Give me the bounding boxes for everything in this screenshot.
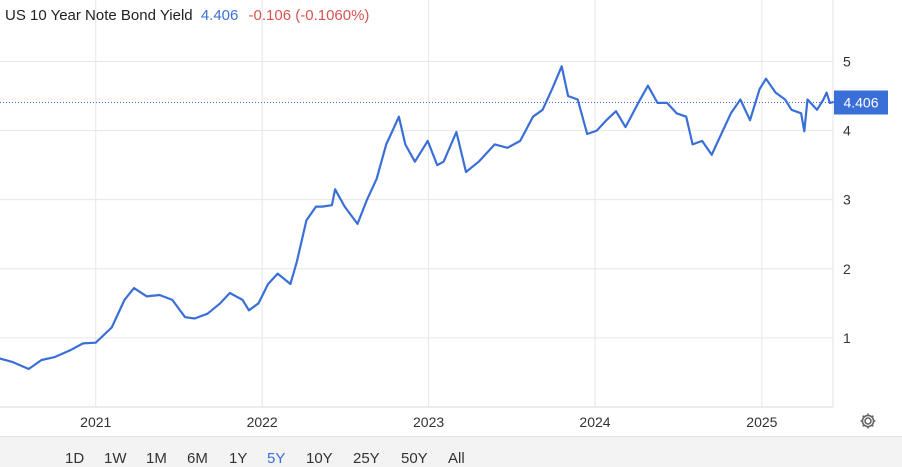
chart-title: US 10 Year Note Bond Yield (5, 7, 193, 24)
y-tick-label: 2 (843, 261, 851, 277)
range-button-all[interactable]: All (448, 450, 465, 467)
line-chart: 2021 2022 2023 2024 2025 1 2 3 4 5 4.406 (0, 0, 902, 436)
x-tick-label: 2024 (579, 414, 610, 430)
change-value: -0.106 (-0.1060%) (249, 7, 370, 24)
y-tick-label: 1 (843, 330, 851, 346)
y-tick-label: 4 (843, 123, 851, 139)
range-button-50y[interactable]: 50Y (401, 450, 428, 467)
range-button-1y[interactable]: 1Y (229, 450, 247, 467)
gear-icon[interactable] (858, 411, 878, 431)
last-value: 4.406 (201, 7, 239, 24)
x-tick-label: 2023 (413, 414, 444, 430)
range-button-10y[interactable]: 10Y (306, 450, 333, 467)
y-tick-label: 3 (843, 192, 851, 208)
gear-icon-svg (858, 411, 878, 431)
range-selector: 1D 1W 1M 6M 1Y 5Y 10Y 25Y 50Y All (0, 436, 902, 467)
y-tick-label: 5 (843, 53, 851, 69)
range-button-1m[interactable]: 1M (146, 450, 167, 467)
range-button-1w[interactable]: 1W (104, 450, 127, 467)
range-button-5y[interactable]: 5Y (267, 450, 285, 467)
range-button-25y[interactable]: 25Y (353, 450, 380, 467)
range-button-1d[interactable]: 1D (65, 450, 84, 467)
x-tick-label: 2021 (80, 414, 111, 430)
range-button-6m[interactable]: 6M (187, 450, 208, 467)
x-tick-label: 2025 (746, 414, 777, 430)
last-value-badge-label: 4.406 (843, 95, 878, 111)
yield-series-line (0, 66, 833, 369)
x-tick-label: 2022 (247, 414, 278, 430)
chart-header: US 10 Year Note Bond Yield 4.406 -0.106 … (5, 7, 369, 24)
